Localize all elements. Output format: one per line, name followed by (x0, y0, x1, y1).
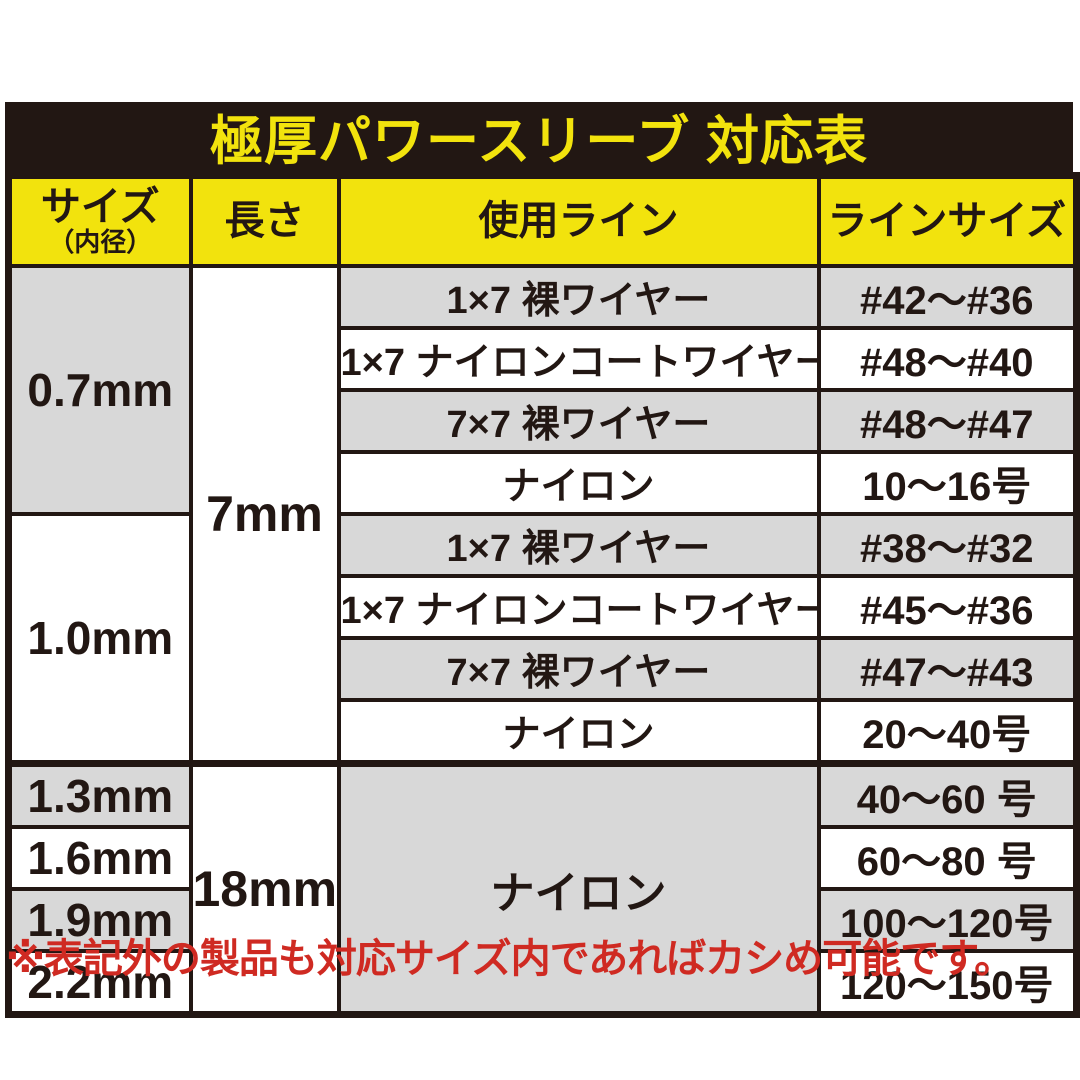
line-size-cell: #48～#40 (816, 325, 1079, 392)
line-cell: 7×7 裸ワイヤー (336, 635, 821, 702)
footnote-text: ※表記外の製品も対応サイズ内であればカシめ可能です。 (6, 937, 1014, 981)
table-title: 極厚パワースリーブ 対応表 (210, 112, 868, 171)
compatibility-table: サイズ （内径） 長さ 使用ライン ラインサイズ 0.7mm 7mm 1×7 裸… (5, 172, 1080, 1018)
table-row: 1×7 ナイロンコートワイヤー #45～#36 (9, 573, 1079, 640)
line-size-cell: 60～80 号 (816, 824, 1079, 891)
table-row: 7×7 裸ワイヤー #47～#43 (9, 635, 1079, 702)
size-cell-1-9mm: 1.9mm (6, 886, 193, 953)
line-cell: ナイロン (336, 449, 821, 516)
col-header-size: サイズ （内径） (6, 173, 193, 268)
line-size-cell: 40～60 号 (816, 759, 1079, 829)
col-header-size-main: サイズ (40, 185, 160, 230)
line-size-cell: #45～#36 (816, 573, 1079, 640)
table-row: 1×7 ナイロンコートワイヤー #48～#40 (9, 325, 1079, 392)
table-title-bar: 極厚パワースリーブ 対応表 (5, 102, 1073, 172)
length-cell-18mm: 18mm (188, 759, 341, 1016)
col-header-line-size: ラインサイズ (816, 173, 1079, 268)
length-cell-7mm: 7mm (188, 263, 341, 765)
size-cell-2-2mm: 2.2mm (6, 948, 193, 1016)
line-cell: 1×7 裸ワイヤー (336, 511, 821, 578)
size-cell-1-0mm: 1.0mm (6, 511, 193, 765)
line-cell: 7×7 裸ワイヤー (336, 387, 821, 454)
table-row: 0.7mm 7mm 1×7 裸ワイヤー #42～#36 (6, 263, 1079, 765)
table-row: 1.3mm 18mm ナイロン 40～60 号 (6, 759, 1079, 1016)
col-header-line: 使用ライン (336, 173, 821, 268)
line-cell: 1×7 ナイロンコートワイヤー (336, 325, 821, 392)
line-size-cell: #42～#36 (816, 263, 1079, 330)
line-size-cell: 100～120号 (816, 886, 1079, 953)
line-cell: 1×7 ナイロンコートワイヤー (336, 573, 821, 640)
line-size-cell: 20～40号 (816, 697, 1079, 765)
table-row: 2.2mm 120～150号 (6, 948, 1079, 1016)
line-size-cell: #47～#43 (816, 635, 1079, 702)
table-row: ナイロン 10～16号 (9, 449, 1079, 516)
line-size-cell: #48～#47 (816, 387, 1079, 454)
compatibility-table-wrap: 極厚パワースリーブ 対応表 サイズ （内径） 長さ 使用ライン ラインサイズ (5, 102, 1080, 1018)
size-cell-0-7mm: 0.7mm (6, 263, 193, 516)
size-cell-1-6mm: 1.6mm (6, 824, 193, 891)
line-size-cell: 120～150号 (816, 948, 1079, 1016)
table-row: 7×7 裸ワイヤー #48～#47 (9, 387, 1079, 454)
table-body: 0.7mm 7mm 1×7 裸ワイヤー #42～#36 1×7 ナイロンコートワ… (6, 263, 1079, 1016)
size-cell-1-3mm: 1.3mm (6, 759, 193, 829)
col-header-length: 長さ (188, 173, 341, 268)
table-row: 1.6mm 60～80 号 (6, 824, 1079, 891)
table-header: サイズ （内径） 長さ 使用ライン ラインサイズ (6, 173, 1079, 268)
line-cell: 1×7 裸ワイヤー (336, 263, 821, 330)
line-size-cell: #38～#32 (816, 511, 1079, 578)
line-size-cell: 10～16号 (816, 449, 1079, 516)
table-row: ナイロン 20～40号 (9, 697, 1079, 765)
table-row: 1.9mm 100～120号 (6, 886, 1079, 953)
col-header-size-sub: （内径） (48, 227, 153, 258)
line-cell-nylon-merged: ナイロン (336, 759, 821, 1016)
line-cell: ナイロン (336, 697, 821, 765)
table-row: 1.0mm 1×7 裸ワイヤー #38～#32 (6, 511, 1079, 765)
header-row: サイズ （内径） 長さ 使用ライン ラインサイズ (6, 173, 1079, 268)
